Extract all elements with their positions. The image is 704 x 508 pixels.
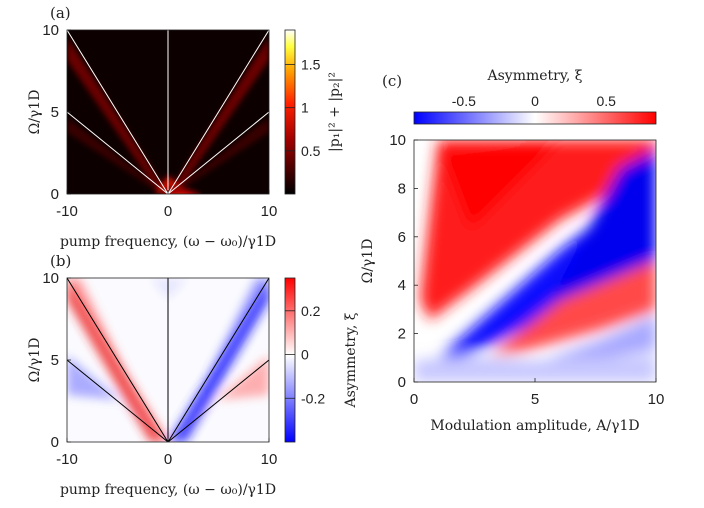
panel-b-x-ticks: -10 0 10 [56, 438, 277, 468]
panel-a-colorbar-label: |p₁|² + |p₂|² [327, 72, 343, 152]
panel-a-overlay-lines [67, 30, 269, 194]
colorbar-tick-label: 1 [301, 100, 309, 116]
panel-c: (c) Asymmetry, ξ -0.5 0 0.5 0 5 10 0 2 4 6 8 10 M… [360, 68, 664, 434]
panel-a-x-ticks: -10 0 10 [56, 190, 277, 220]
y-tick-label: 10 [389, 132, 406, 149]
panel-b-colorbar-label: Asymmetry, ξ [343, 312, 359, 408]
x-tick-label: 10 [261, 451, 278, 468]
x-tick-label: 0 [164, 451, 172, 468]
panel-c-colorbar-label: Asymmetry, ξ [486, 68, 582, 84]
y-tick-label: 5 [51, 104, 59, 121]
panel-a-x-label: pump frequency, (ω − ω₀)/γ1D [60, 234, 276, 250]
y-tick-label: 0 [51, 434, 59, 451]
colorbar-tick-label: 0 [531, 93, 539, 109]
panel-c-y-label: Ω/γ1D [360, 239, 376, 284]
panel-a-bright-band [67, 37, 269, 194]
panel-b-heatmap [67, 278, 269, 442]
y-tick-label: 10 [42, 270, 59, 287]
panel-a-label: (a) [50, 4, 71, 22]
panel-a-heatmap [67, 30, 269, 194]
y-tick-label: 0 [398, 374, 406, 391]
colorbar-tick-label: -0.5 [452, 93, 476, 109]
y-tick-label: 6 [398, 229, 406, 246]
panel-a-y-label: Ω/γ1D [27, 90, 43, 135]
x-tick-label: 0 [164, 203, 172, 220]
colorbar-tick-label: 0.2 [301, 303, 321, 319]
colorbar-tick-label: 0 [301, 347, 309, 363]
panel-b-colorbar-ticks: 0.2 0 -0.2 [285, 303, 325, 406]
panel-a-y-ticks: 0 5 10 [42, 22, 71, 203]
panel-c-regions [414, 140, 656, 382]
y-tick-label: 4 [398, 277, 406, 294]
x-tick-label: 10 [261, 203, 278, 220]
x-tick-label: -10 [56, 451, 78, 468]
panel-c-heatmap [414, 140, 656, 382]
panel-c-colorbar [413, 111, 657, 125]
panel-a-colorbar-ticks: 0.5 1 1.5 [285, 57, 321, 159]
x-tick-label: 10 [648, 391, 665, 408]
panel-c-label: (c) [382, 72, 402, 90]
y-tick-label: 2 [398, 326, 406, 343]
y-tick-label: 5 [51, 352, 59, 369]
x-tick-label: 0 [410, 391, 418, 408]
panel-a-peak [158, 176, 202, 194]
panel-b-y-ticks: 0 5 10 [42, 270, 71, 451]
y-tick-label: 10 [42, 22, 59, 39]
panel-c-x-label: Modulation amplitude, A/γ1D [430, 418, 639, 434]
panel-c-colorbar-ticks: -0.5 0 0.5 [452, 93, 616, 124]
panel-b-label: (b) [50, 252, 71, 270]
colorbar-tick-label: 0.5 [596, 93, 616, 109]
panel-b-colorbar [284, 277, 296, 443]
x-tick-label: 5 [531, 391, 539, 408]
colorbar-tick-label: 1.5 [301, 57, 321, 73]
y-tick-label: 8 [398, 180, 406, 197]
colorbar-tick-label: -0.2 [301, 390, 325, 406]
panel-c-x-ticks: 0 5 10 [410, 378, 665, 408]
panel-b-overlay-lines [67, 278, 269, 442]
panel-b-x-label: pump frequency, (ω − ω₀)/γ1D [60, 482, 276, 498]
panel-c-y-ticks: 0 2 4 6 8 10 [389, 132, 418, 391]
y-tick-label: 0 [51, 186, 59, 203]
panel-b-y-label: Ω/γ1D [27, 338, 43, 383]
panel-a-colorbar [284, 29, 296, 195]
colorbar-tick-label: 0.5 [301, 143, 321, 159]
x-tick-label: -10 [56, 203, 78, 220]
